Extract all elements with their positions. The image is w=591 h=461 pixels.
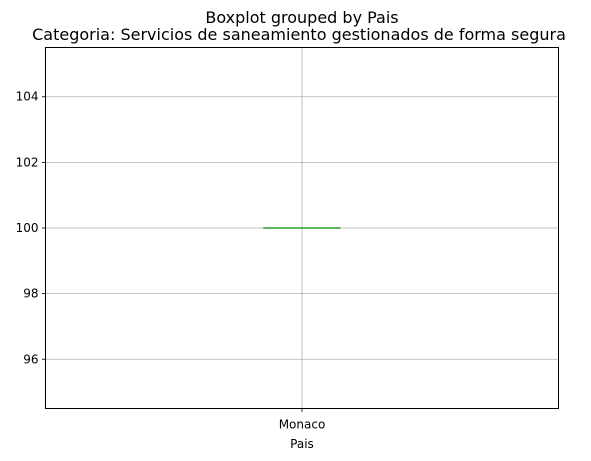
x-axis-ticks: Monaco — [279, 408, 326, 432]
y-axis-ticks: 96 98 100 102 104 — [16, 90, 46, 366]
y-tick-label: 96 — [23, 352, 38, 366]
y-tick-label: 104 — [16, 90, 39, 104]
y-tick-label: 102 — [16, 155, 39, 169]
chart-title: Categoria: Servicios de saneamiento gest… — [32, 25, 566, 44]
y-tick-label: 100 — [16, 221, 39, 235]
x-tick-label: Monaco — [279, 418, 326, 432]
y-tick-label: 98 — [23, 287, 38, 301]
x-axis-label: Pais — [290, 437, 314, 451]
chart-suptitle: Boxplot grouped by Pais — [205, 8, 398, 27]
